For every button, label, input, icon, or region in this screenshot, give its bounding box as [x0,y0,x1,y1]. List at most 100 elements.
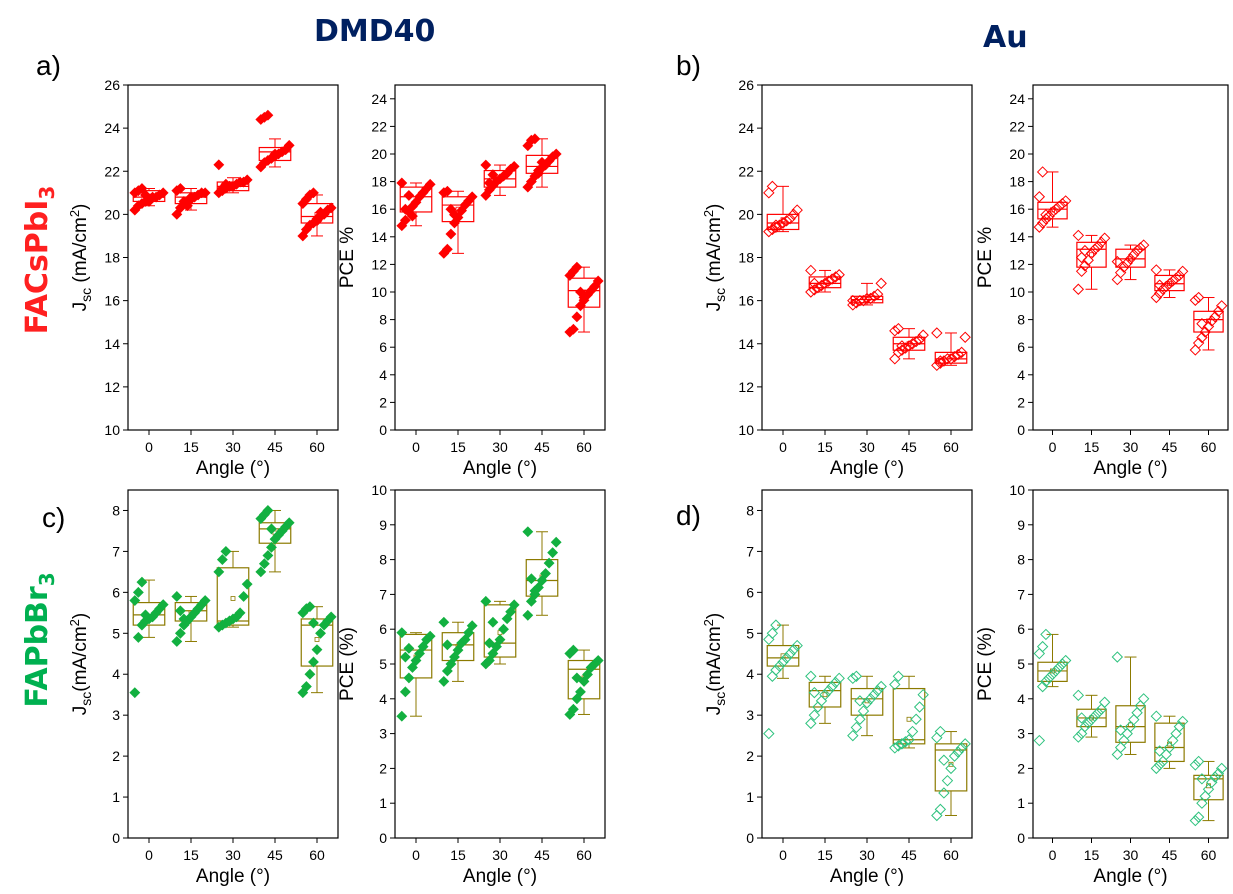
data-point [1040,209,1052,221]
y-label-unit: (mA/cm [70,626,91,691]
box-0 [396,177,436,232]
data-point [174,605,186,617]
y-tick-label: 12 [738,379,754,395]
y-label-j: J [704,302,725,312]
box-0 [763,619,803,740]
data-point [1167,275,1179,287]
data-point [522,609,534,621]
data-point [938,754,950,766]
y-axis-label: PCE % [975,227,996,288]
data-point [132,586,144,598]
x-tick-label: 15 [183,847,199,863]
box-60 [1189,755,1228,827]
data-point [826,680,838,693]
box-60 [1189,291,1228,356]
x-axis-label: Angle (°) [1093,866,1167,887]
data-point [1114,266,1127,279]
y-tick-label: 8 [1017,312,1025,328]
y-axis-label: PCE (%) [975,627,996,701]
x-tick-label: 30 [492,847,508,863]
data-point [441,185,453,197]
data-point [959,331,971,343]
data-point [766,627,779,640]
x-tick-label: 60 [1201,439,1217,455]
data-point [910,335,922,348]
data-point [1072,689,1085,702]
data-point [808,686,821,699]
box-15 [805,264,845,298]
iqr-box [934,743,968,792]
y-tick-label: 4 [379,691,387,707]
data-point [213,159,225,171]
data-point [941,353,954,365]
data-point [441,639,453,651]
data-point [407,210,418,222]
data-point [325,611,337,623]
data-point [199,595,211,606]
panel-label-c: c) [42,502,66,533]
data-point [283,139,295,151]
data-point [1043,672,1055,684]
data-point [1192,755,1205,768]
y-tick-label: 0 [112,830,120,846]
data-point [847,729,859,742]
data-point [1128,249,1140,261]
data-point [1092,240,1104,253]
y-label-unit: (mA/cm [70,217,91,288]
data-point [533,167,544,179]
data-point [868,688,880,701]
data-point [567,703,579,715]
data-point [1157,283,1169,295]
data-point [889,678,901,691]
box-45 [889,322,929,365]
x-tick-label: 0 [412,847,420,863]
data-point [463,627,475,639]
y-tick-label: 22 [371,118,387,134]
y-tick-label: 10 [371,284,387,300]
data-point [129,595,141,606]
data-point [931,731,943,744]
mean-marker [230,596,236,601]
data-point [308,617,319,629]
data-point [445,658,457,670]
data-point [171,591,183,602]
data-point [773,660,786,672]
data-point [1134,242,1147,254]
data-point [220,545,232,557]
data-point [777,217,789,229]
y-tick-label: 3 [112,707,120,723]
y-tick-label: 5 [1017,656,1025,672]
box-0 [396,627,436,722]
y-tick-label: 6 [379,621,387,637]
data-point [1189,344,1202,356]
data-point [864,693,877,705]
y-tick-label: 4 [1017,367,1025,383]
data-point [315,206,326,218]
y-tick-label: 0 [1017,422,1025,438]
box-15 [1072,229,1111,295]
y-label-close: ) [704,204,725,210]
y-axis-label: Jsc(mA/cm2) [67,613,94,716]
x-tick-label: 45 [267,439,283,455]
y-tick-label: 6 [379,339,387,355]
x-tick-label: 30 [1123,439,1139,455]
data-point [536,575,548,586]
y-tick-label: 16 [738,293,754,309]
data-point [487,616,499,628]
y-tick-label: 9 [379,517,387,533]
y-tick-label: 12 [371,256,387,272]
y-tick-label: 1 [379,795,387,811]
data-point [403,642,415,654]
y-label-j: J [704,706,725,716]
data-point [1150,710,1163,722]
data-point [787,643,800,656]
data-point [1043,210,1055,222]
data-point [1209,311,1221,323]
box-60 [931,327,971,372]
y-tick-label: 22 [1009,118,1025,134]
x-tick-label: 0 [779,847,787,863]
x-tick-label: 0 [145,847,153,863]
data-point [847,299,859,311]
